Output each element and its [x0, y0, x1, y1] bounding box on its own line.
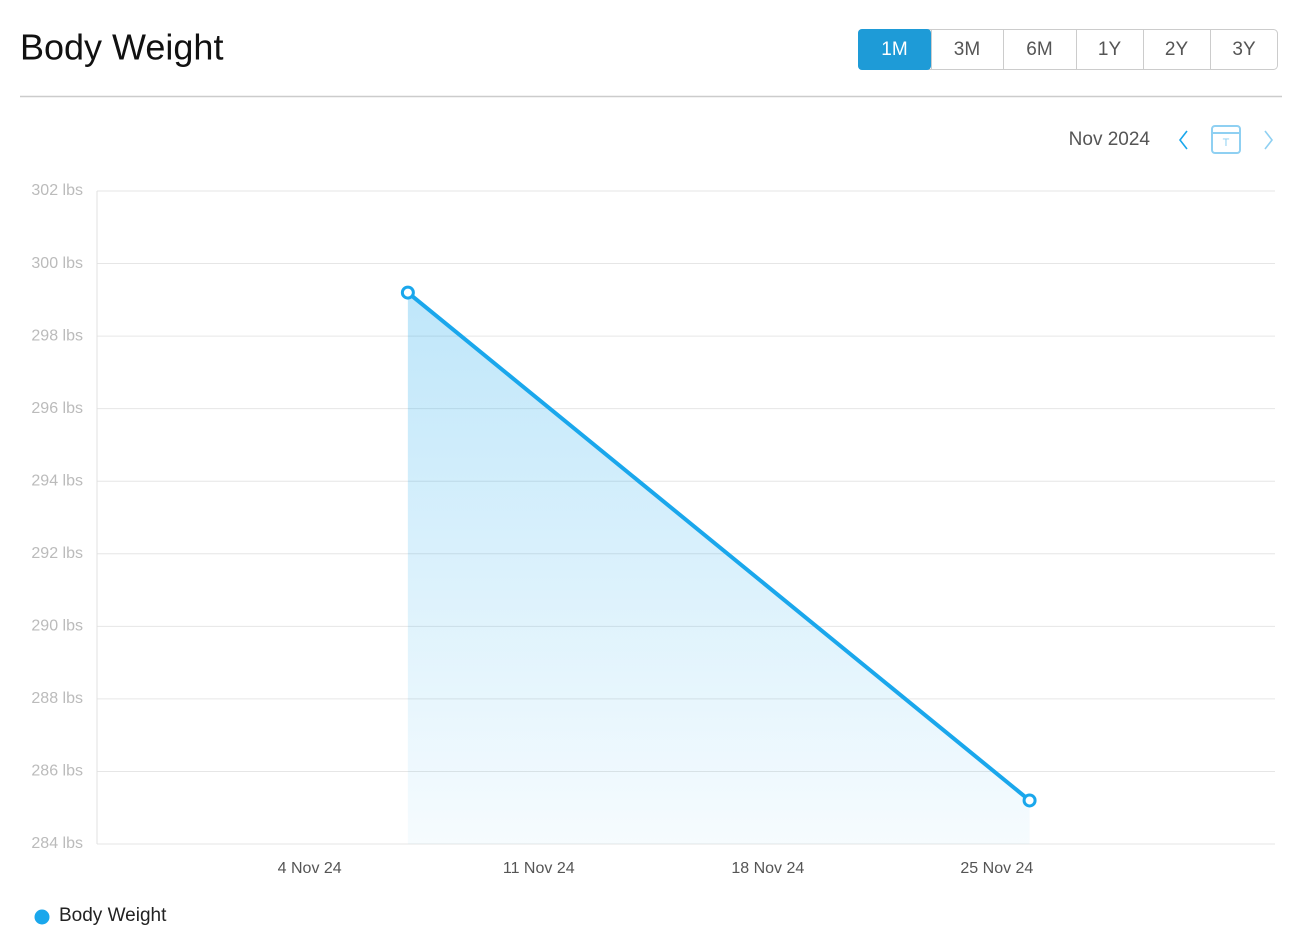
y-tick-label: 294 lbs [31, 472, 83, 489]
legend-label: Body Weight [59, 905, 167, 926]
y-tick-label: 298 lbs [31, 327, 83, 344]
prev-button[interactable] [1178, 130, 1188, 150]
legend-swatch [34, 909, 50, 925]
range-selector: 1M 3M 6M 1Y 2Y 3Y [858, 29, 1278, 70]
y-tick-label: 292 lbs [31, 545, 83, 562]
range-button[interactable]: 1M [858, 29, 931, 70]
next-button[interactable] [1264, 130, 1274, 150]
y-tick-label: 300 lbs [31, 255, 83, 272]
point[interactable] [400, 285, 415, 300]
page-title: Body Weight [20, 27, 223, 68]
calendar-icon [1211, 125, 1241, 154]
y-tick-label: 296 lbs [31, 400, 83, 417]
line [406, 291, 1031, 803]
range-label: 1Y [1098, 39, 1122, 60]
point[interactable] [1022, 793, 1037, 808]
range-button[interactable]: 3M [931, 30, 981, 69]
period-label: Nov 2024 [1069, 129, 1151, 150]
area [407, 292, 1030, 845]
x-tick-label: 11 Nov 24 [503, 860, 575, 877]
range-button-active [858, 29, 931, 70]
y-tick-label: 288 lbs [31, 690, 83, 707]
today-label: T [1223, 137, 1230, 149]
today-button[interactable]: T [1211, 125, 1241, 154]
x-tick-label: 18 Nov 24 [731, 860, 804, 877]
chart: 284 lbs 286 lbs 288 lbs 290 lbs 292 lbs 294 l… [31, 182, 1275, 926]
range-label: 3Y [1232, 39, 1256, 60]
y-tick-label: 286 lbs [31, 763, 83, 780]
range-label: 3M [954, 39, 980, 60]
range-label: 6M [1026, 39, 1052, 60]
y-tick-label: 302 lbs [31, 182, 83, 199]
range-button[interactable]: 2Y [1143, 30, 1189, 69]
x-tick-label: 25 Nov 24 [960, 860, 1033, 877]
x-tick-label: 4 Nov 24 [278, 860, 342, 877]
range-label: 2Y [1165, 39, 1189, 60]
range-button[interactable]: 1Y [1076, 30, 1122, 69]
range-button[interactable]: 3Y [1210, 30, 1256, 69]
y-tick-label: 284 lbs [31, 835, 83, 852]
range-label: 1M [881, 39, 907, 60]
y-tick-label: 290 lbs [31, 618, 83, 635]
range-button[interactable]: 6M [1003, 30, 1053, 69]
